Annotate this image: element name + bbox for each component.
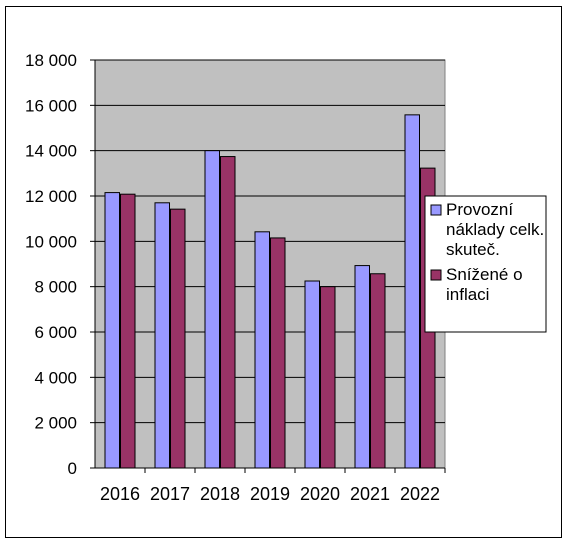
y-tick-label: 14 000 (25, 142, 77, 161)
y-tick-label: 18 000 (25, 51, 77, 70)
y-tick-label: 6 000 (34, 323, 77, 342)
legend-swatch-provozni (430, 204, 442, 216)
bar-snizene (320, 286, 336, 469)
legend-label: inflaci (446, 285, 489, 304)
bar-provozni (254, 231, 270, 469)
bar-provozni (204, 150, 220, 469)
legend-label: náklady celk. (446, 220, 544, 239)
y-tick-label: 16 000 (25, 96, 77, 115)
y-tick-label: 8 000 (34, 278, 77, 297)
legend-swatch-snizene (430, 269, 442, 281)
bar-provozni (304, 280, 320, 469)
bar-provozni (154, 202, 170, 469)
x-tick-label: 2022 (400, 484, 440, 504)
bar-snizene (120, 193, 136, 469)
bar-snizene (270, 237, 286, 469)
legend-label: skuteč. (446, 240, 500, 259)
legend-label: Snížené o (446, 265, 523, 284)
bar-provozni (354, 265, 370, 469)
x-tick-label: 2018 (200, 484, 240, 504)
y-tick-label: 0 (68, 459, 77, 478)
x-tick-label: 2020 (300, 484, 340, 504)
y-tick-label: 12 000 (25, 187, 77, 206)
bar-snizene (220, 156, 236, 469)
legend (424, 195, 547, 333)
x-tick-label: 2021 (350, 484, 390, 504)
bar-provozni (404, 114, 420, 469)
x-tick-label: 2019 (250, 484, 290, 504)
legend-label: Provozní (446, 200, 513, 219)
x-tick-label: 2017 (150, 484, 190, 504)
x-tick-label: 2016 (100, 484, 140, 504)
bar-snizene (170, 208, 186, 469)
y-tick-label: 2 000 (34, 414, 77, 433)
y-tick-label: 10 000 (25, 232, 77, 251)
y-tick-label: 4 000 (34, 368, 77, 387)
bar-snizene (370, 273, 386, 469)
bar-provozni (104, 192, 120, 469)
